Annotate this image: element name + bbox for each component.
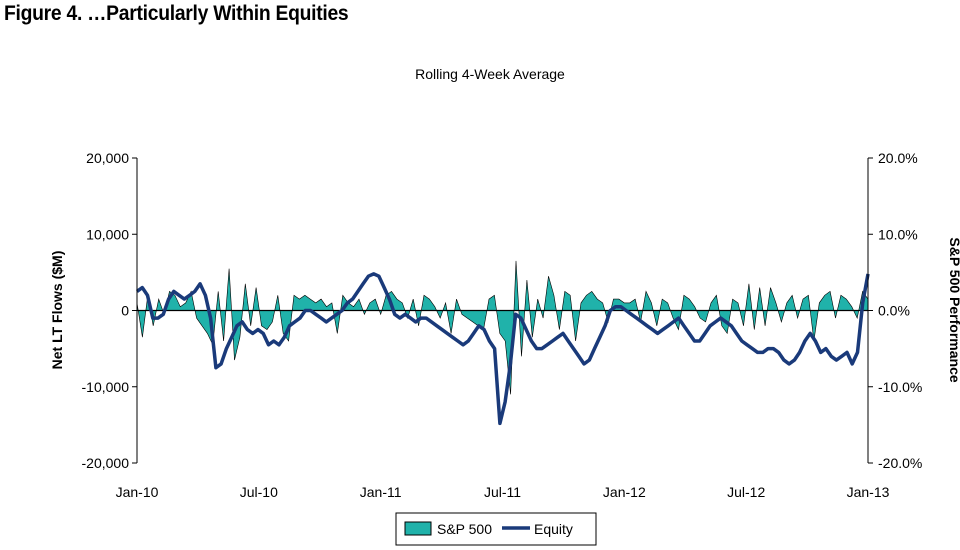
- x-tick-label: Jan-13: [847, 484, 890, 500]
- legend-label-equity: Equity: [534, 521, 573, 537]
- left-tick-label: -20,000: [82, 455, 130, 471]
- equity-series-line: [135, 272, 870, 426]
- right-tick-label: -20.0%: [878, 455, 922, 471]
- legend-label-sp500: S&P 500: [437, 521, 492, 537]
- x-tick-label: Jan-12: [603, 484, 646, 500]
- right-tick-label: 10.0%: [878, 226, 918, 242]
- right-y-ticks: 20.0% 10.0% 0.0% -10.0% -20.0%: [868, 150, 922, 471]
- x-tick-label: Jan-10: [116, 484, 159, 500]
- left-y-ticks: 20,000 10,000 0 -10,000 -20,000: [82, 150, 137, 471]
- sp500-series-area: [136, 260, 869, 395]
- figure-title: Figure 4. …Particularly Within Equities: [4, 2, 349, 25]
- left-axis-title: Net LT Flows ($M): [49, 251, 65, 370]
- right-tick-label: -10.0%: [878, 379, 922, 395]
- chart-subtitle: Rolling 4-Week Average: [415, 66, 565, 82]
- legend: S&P 500 Equity: [395, 512, 597, 546]
- x-tick-label: Jul-10: [240, 484, 278, 500]
- plot-area: [135, 158, 870, 463]
- x-tick-label: Jul-11: [484, 484, 521, 500]
- x-tick-label: Jul-12: [727, 484, 765, 500]
- left-tick-label: 10,000: [86, 226, 129, 242]
- right-tick-label: 0.0%: [878, 303, 910, 319]
- legend-swatch-sp500: [404, 521, 432, 536]
- left-tick-label: 20,000: [86, 150, 129, 166]
- left-tick-label: 0: [121, 303, 129, 319]
- right-axis-title: S&P 500 Performance: [947, 237, 960, 382]
- x-tick-label: Jan-11: [360, 484, 402, 500]
- left-tick-label: -10,000: [82, 379, 130, 395]
- right-tick-label: 20.0%: [878, 150, 918, 166]
- x-ticks: Jan-10 Jul-10 Jan-11 Jul-11 Jan-12 Jul-12 Jan-…: [116, 484, 890, 500]
